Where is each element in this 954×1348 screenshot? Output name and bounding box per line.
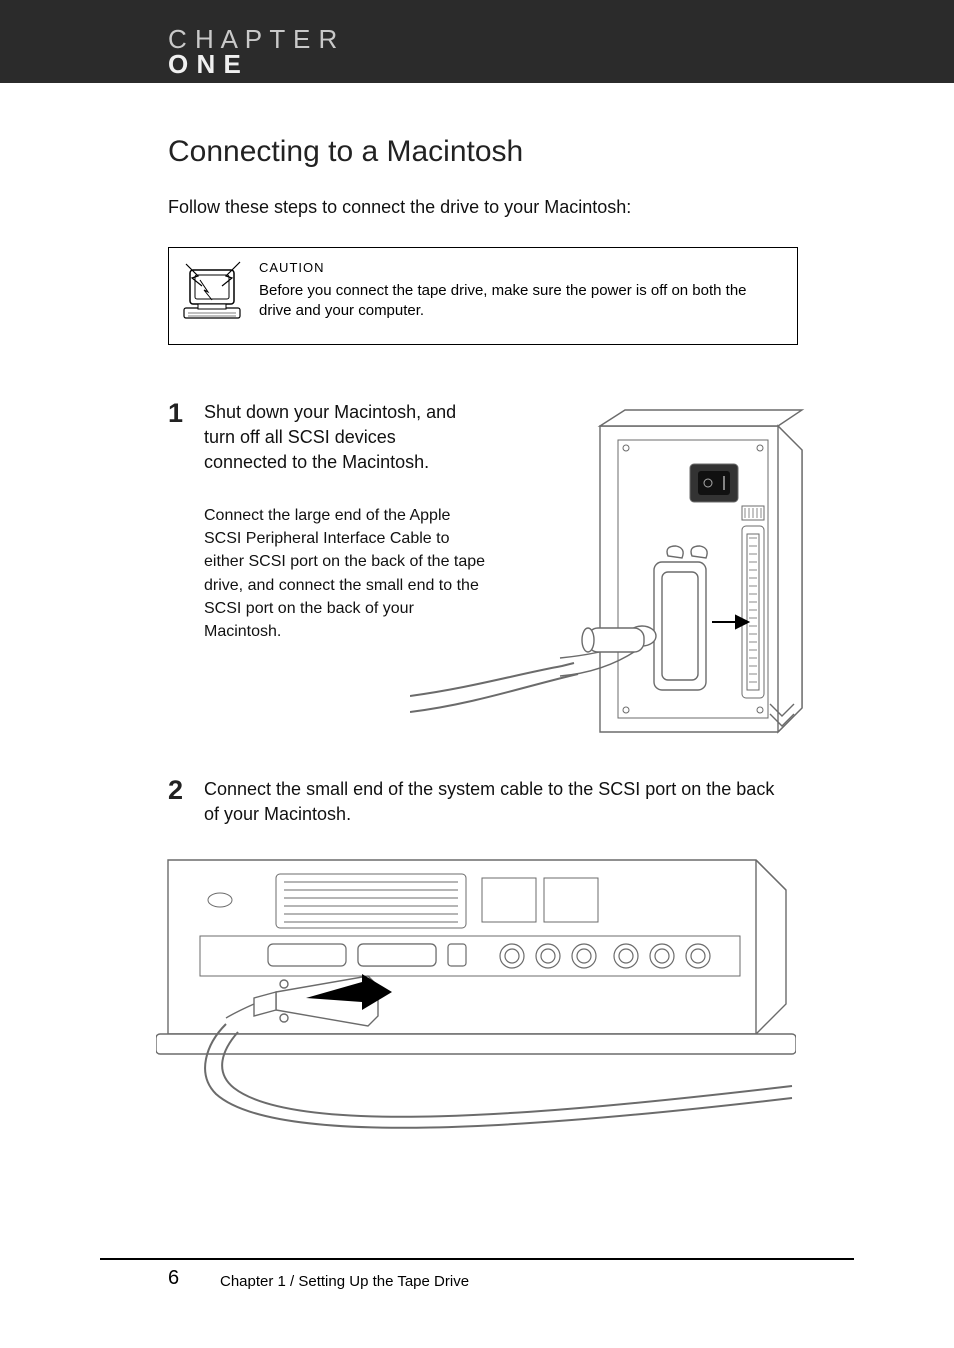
header-band: [0, 0, 954, 83]
intro-text: Follow these steps to connect the drive …: [168, 195, 788, 219]
page-number: 6: [168, 1267, 179, 1290]
header-chapter-number: O N E: [168, 49, 241, 80]
page: C H A P T E R O N E Connecting to a Maci…: [0, 0, 954, 1348]
footer-text: Chapter 1 / Setting Up the Tape Drive: [220, 1273, 469, 1290]
section-title: Connecting to a Macintosh: [168, 135, 523, 169]
caution-box: CAUTION Before you connect the tape driv…: [168, 247, 798, 345]
step2-number: 2: [168, 775, 198, 806]
step2-text: Connect the small end of the system cabl…: [204, 777, 794, 827]
caution-icon: [178, 256, 250, 336]
figure-drive-rear: [410, 406, 830, 746]
caution-body: Before you connect the tape drive, make …: [259, 281, 781, 322]
caution-label: CAUTION: [259, 260, 781, 275]
figure-mac-rear: [156, 848, 796, 1158]
step1-number: 1: [168, 398, 198, 429]
footer-rule: [100, 1258, 854, 1260]
